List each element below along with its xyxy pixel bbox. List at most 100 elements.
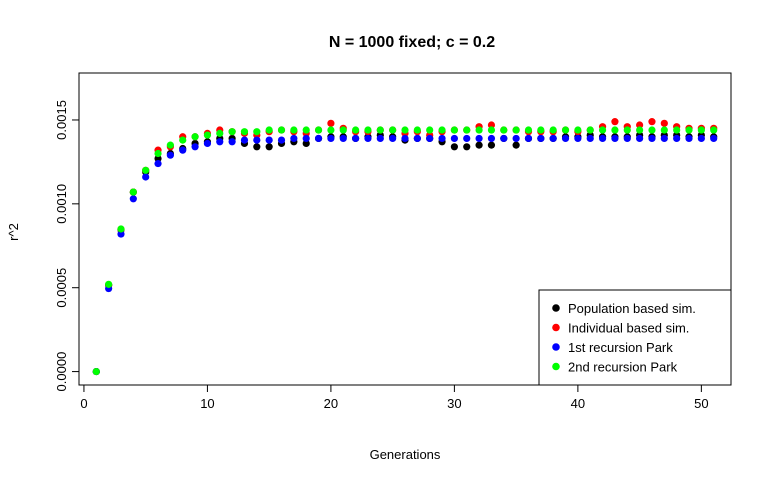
data-point <box>277 136 286 144</box>
data-point <box>512 134 520 143</box>
x-tick-label: 10 <box>200 396 214 411</box>
data-point <box>450 126 458 134</box>
data-point <box>500 126 508 134</box>
legend-box <box>538 289 732 386</box>
series-3-points <box>92 134 718 376</box>
data-point <box>253 128 261 136</box>
y-tick-label: 0.0015 <box>54 100 69 140</box>
data-point <box>549 126 557 134</box>
data-point <box>598 134 607 143</box>
y-axis-label: r^2 <box>6 223 21 241</box>
data-point <box>302 139 310 148</box>
y-tick-label: 0.0005 <box>54 268 69 308</box>
data-point <box>253 136 261 144</box>
data-point <box>92 367 100 376</box>
x-tick-label: 30 <box>447 396 461 411</box>
data-point <box>401 126 409 134</box>
data-point <box>487 121 496 129</box>
data-point <box>290 134 298 143</box>
legend-label: 1st recursion Park <box>568 340 673 355</box>
data-point <box>648 118 656 126</box>
data-point <box>191 133 199 141</box>
data-point <box>179 146 187 154</box>
legend: Population based sim. Individual based si… <box>538 289 732 386</box>
data-point <box>475 141 483 149</box>
data-point <box>389 134 397 143</box>
data-point <box>475 134 483 143</box>
data-point <box>710 126 718 134</box>
data-point <box>327 119 335 127</box>
data-point <box>401 134 409 143</box>
data-point <box>179 136 187 144</box>
data-point <box>253 143 261 151</box>
data-point <box>228 128 236 136</box>
data-point <box>487 141 496 149</box>
data-point <box>673 134 681 143</box>
x-tick-label: 50 <box>694 396 708 411</box>
data-point <box>302 134 310 143</box>
data-point <box>154 149 162 158</box>
data-point <box>352 134 360 143</box>
data-point <box>623 134 631 143</box>
legend-label: Population based sim. <box>568 301 696 316</box>
data-point <box>327 126 335 134</box>
data-point <box>290 126 298 134</box>
legend-marker <box>552 362 560 371</box>
data-point <box>364 126 372 134</box>
chart-title: N = 1000 fixed; c = 0.2 <box>329 34 495 51</box>
data-point <box>537 134 545 143</box>
data-point <box>117 225 125 233</box>
data-point <box>142 173 150 181</box>
data-point <box>228 138 236 146</box>
data-point <box>154 154 162 163</box>
data-point <box>611 118 619 126</box>
data-point <box>524 126 533 134</box>
data-points <box>92 118 718 376</box>
data-point <box>487 126 496 134</box>
data-point <box>611 134 619 143</box>
data-point <box>314 126 323 134</box>
data-point <box>574 126 582 134</box>
x-axis-label: Generations <box>370 447 441 462</box>
x-tick-label: 0 <box>80 396 87 411</box>
data-point <box>129 188 137 196</box>
data-point <box>240 136 249 144</box>
data-point <box>463 126 471 134</box>
data-point <box>364 134 372 143</box>
legend-label: Individual based sim. <box>568 321 689 336</box>
data-point <box>636 134 644 143</box>
data-point <box>203 131 212 139</box>
data-point <box>710 134 718 143</box>
data-point <box>302 126 310 134</box>
data-point <box>265 143 273 151</box>
data-point <box>487 134 496 143</box>
data-point <box>376 134 384 143</box>
data-point <box>500 134 508 143</box>
data-point <box>105 280 113 288</box>
data-point <box>660 119 668 127</box>
data-point <box>450 143 458 151</box>
data-point <box>512 126 520 134</box>
legend-marker <box>552 323 560 332</box>
data-point <box>203 139 212 148</box>
legend-label: 2nd recursion Park <box>568 360 678 375</box>
y-tick-label: 0.0010 <box>54 184 69 224</box>
data-point <box>117 230 125 238</box>
data-point <box>216 138 224 146</box>
data-point <box>438 126 446 134</box>
data-point <box>660 134 668 143</box>
data-point <box>265 126 273 134</box>
data-point <box>216 129 224 137</box>
data-point <box>339 134 347 143</box>
data-point <box>549 134 557 143</box>
data-point <box>352 126 360 134</box>
data-point <box>586 126 594 134</box>
x-tick-label: 40 <box>571 396 585 411</box>
data-point <box>129 195 137 203</box>
data-point <box>648 134 656 143</box>
data-point <box>636 126 644 134</box>
data-point <box>574 134 582 143</box>
data-point <box>636 121 644 129</box>
data-point <box>426 134 434 143</box>
data-point <box>697 126 705 134</box>
